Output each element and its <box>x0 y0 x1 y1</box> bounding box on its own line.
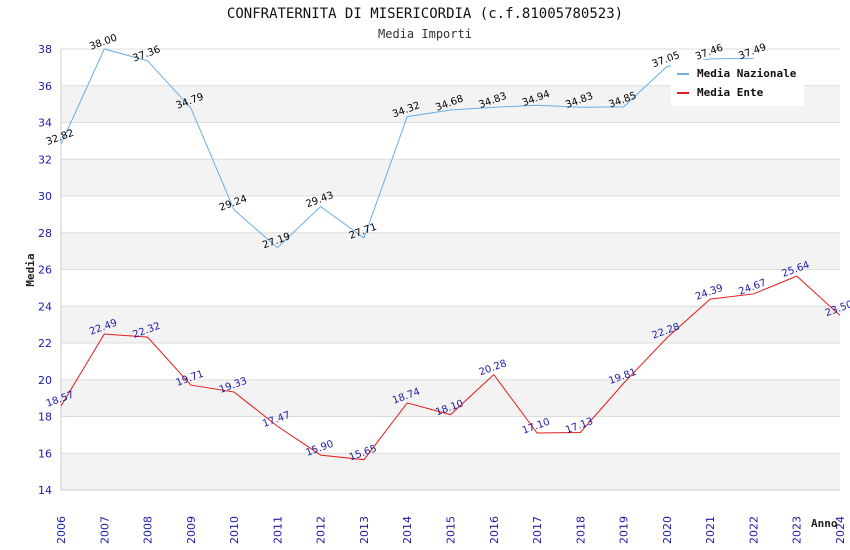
x-tick-label: 2012 <box>315 516 328 544</box>
series-line <box>60 275 841 461</box>
x-tick-label: 2018 <box>574 516 587 544</box>
y-tick-label: 30 <box>38 190 52 203</box>
y-tick-label: 14 <box>38 484 52 497</box>
plot-band <box>61 122 840 160</box>
plot-band <box>61 416 840 454</box>
plot-band <box>61 196 840 233</box>
y-tick-label: 34 <box>38 117 52 130</box>
legend-label: Media Nazionale <box>697 67 797 80</box>
x-tick-label: 2015 <box>445 516 458 544</box>
x-tick-label: 2011 <box>271 516 284 544</box>
x-tick-label: 2019 <box>618 516 631 544</box>
x-tick-label: 2007 <box>98 516 111 544</box>
chart-title: CONFRATERNITA DI MISERICORDIA (c.f.81005… <box>226 6 624 22</box>
y-tick-label: 36 <box>38 80 52 93</box>
y-tick-label: 22 <box>38 337 52 350</box>
x-tick-label: 2022 <box>747 516 760 544</box>
plot-band <box>61 379 840 417</box>
legend-item: Media Ente <box>677 83 796 102</box>
x-tick-label: 2023 <box>791 516 804 544</box>
series-lines <box>60 48 841 461</box>
y-tick-label: 18 <box>38 411 52 424</box>
plot-band <box>61 232 840 270</box>
x-axis-ticks: 2006 2007 2008 2009 2010 2011 2012 2013 2014 2015… <box>55 516 847 544</box>
plot-band <box>61 269 840 307</box>
series-line <box>60 48 754 249</box>
plot-band <box>61 159 840 196</box>
plot-band <box>61 306 840 343</box>
chart-subtitle: Media Importi <box>378 27 472 41</box>
x-axis-label: Anno <box>811 517 838 530</box>
y-tick-label: 24 <box>38 300 52 313</box>
y-tick-label: 20 <box>38 374 52 387</box>
legend-item: Media Nazionale <box>677 64 796 83</box>
x-tick-label: 2008 <box>142 516 155 544</box>
legend-label: Media Ente <box>697 86 764 99</box>
plot-band <box>61 453 840 490</box>
x-tick-label: 2014 <box>401 516 414 544</box>
y-tick-label: 26 <box>38 264 52 277</box>
x-tick-label: 2009 <box>185 516 198 544</box>
x-tick-label: 2013 <box>358 516 371 544</box>
y-tick-label: 38 <box>38 43 52 56</box>
x-tick-label: 2016 <box>488 516 501 544</box>
y-tick-label: 32 <box>38 153 52 166</box>
y-axis-label: Media <box>24 253 37 286</box>
grid-lines <box>60 48 840 491</box>
x-tick-label: 2006 <box>55 516 68 544</box>
y-axis-ticks: 14 16 18 20 22 24 26 28 30 32 34 36 38 <box>38 43 52 497</box>
legend-swatch <box>677 91 689 94</box>
chart-legend: Media Nazionale Media Ente <box>671 60 805 106</box>
plot-band <box>61 343 840 380</box>
x-tick-label: 2024 <box>834 516 847 544</box>
x-tick-label: 2021 <box>704 516 717 544</box>
x-tick-label: 2020 <box>661 516 674 544</box>
x-tick-label: 2010 <box>228 516 241 544</box>
legend-swatch <box>677 72 689 75</box>
x-tick-label: 2017 <box>531 516 544 544</box>
y-tick-label: 28 <box>38 227 52 240</box>
y-tick-label: 16 <box>38 447 52 460</box>
